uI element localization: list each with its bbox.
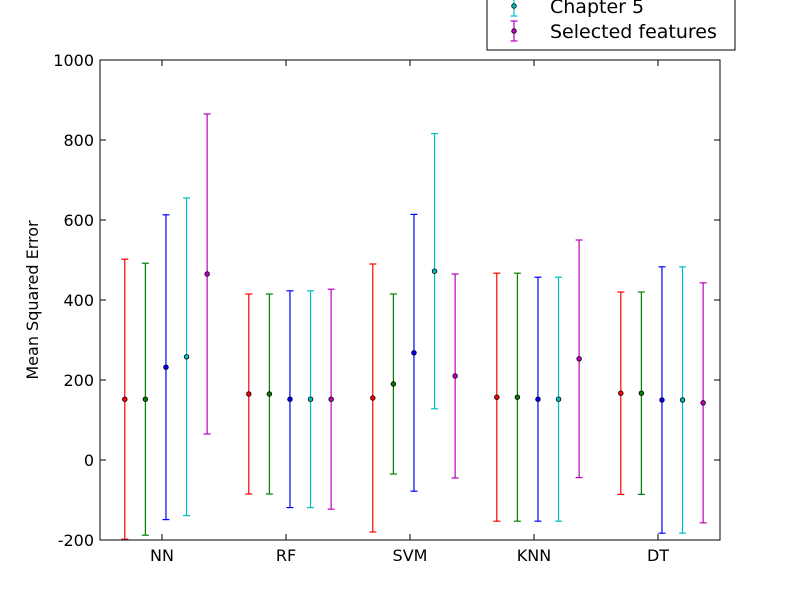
errorbar-5-svm [451, 273, 459, 479]
y-tick-label: 800 [63, 131, 94, 150]
y-axis: -200 0 200 400 600 800 1000 [53, 51, 720, 550]
y-axis-label: Mean Squared Error [23, 220, 42, 380]
x-axis: NN RF SVM KNN DT [150, 60, 669, 565]
data-point [307, 396, 314, 402]
errorbar-4-nn [183, 197, 191, 517]
legend-marker [511, 3, 517, 9]
data-point [183, 354, 190, 360]
errorbar-4-dt [679, 266, 687, 534]
errorbar-5-rf [327, 288, 335, 510]
errorbar-4-rf [307, 290, 315, 509]
legend-label: Selected features [550, 21, 717, 43]
errorbar-1-nn [121, 258, 129, 540]
data-point [287, 396, 293, 402]
plot-area [121, 113, 707, 540]
y-tick-label: -200 [58, 531, 94, 550]
x-tick-label: RF [276, 546, 296, 565]
data-point [431, 268, 438, 274]
legend: Chapter 5 Selected features [486, 0, 736, 51]
data-point [700, 400, 706, 406]
data-point [638, 390, 645, 396]
legend-label: Chapter 5 [550, 0, 644, 18]
errorbar-3-dt [658, 266, 666, 534]
errorbar-4-svm [431, 133, 439, 410]
data-point [514, 394, 521, 400]
data-point [576, 356, 582, 362]
data-point [142, 396, 149, 402]
y-tick-label: 1000 [53, 51, 94, 70]
data-point [390, 381, 397, 387]
data-point [618, 390, 624, 396]
errorbar-2-dt [637, 291, 645, 495]
plot-frame [99, 59, 721, 541]
data-point [122, 396, 128, 402]
errorbar-5-knn [575, 239, 583, 479]
data-point [535, 396, 541, 402]
x-tick-label: NN [150, 546, 174, 565]
errorbar-2-svm [389, 293, 397, 475]
data-point [246, 391, 252, 397]
y-tick-label: 200 [63, 371, 94, 390]
errorbar-5-nn [203, 113, 211, 435]
y-tick-label: 0 [84, 451, 94, 470]
errorbar-1-knn [493, 272, 501, 522]
x-tick-label: DT [647, 546, 669, 565]
x-tick-label: SVM [393, 546, 428, 565]
data-point [659, 397, 665, 403]
errorbar-1-rf [245, 293, 253, 495]
legend-item: Chapter 5 [510, 0, 644, 18]
data-point [266, 391, 273, 397]
data-point [204, 271, 210, 277]
legend-box [486, 0, 736, 51]
data-point [494, 394, 500, 400]
errorbar-1-svm [369, 263, 377, 533]
errorbar-2-nn [141, 262, 149, 536]
errorbar-2-rf [265, 293, 273, 495]
errorbar-3-svm [410, 213, 418, 492]
errorbar-3-rf [286, 290, 294, 509]
errorbar-3-nn [162, 214, 170, 521]
errorbar-2-knn [513, 272, 521, 522]
data-point [163, 364, 169, 370]
data-point [370, 395, 376, 401]
data-point [411, 350, 417, 356]
x-tick-label: KNN [517, 546, 551, 565]
y-tick-label: 400 [63, 291, 94, 310]
data-point [452, 373, 458, 379]
errorbar-1-dt [617, 291, 625, 495]
y-tick-label: 600 [63, 211, 94, 230]
errorbar-3-knn [534, 276, 542, 522]
data-point [679, 397, 686, 403]
legend-marker [511, 28, 517, 34]
legend-item: Selected features [510, 20, 717, 43]
data-point [328, 396, 334, 402]
errorbar-4-knn [555, 276, 563, 522]
errorbar-5-dt [699, 282, 707, 524]
data-point [555, 396, 562, 402]
